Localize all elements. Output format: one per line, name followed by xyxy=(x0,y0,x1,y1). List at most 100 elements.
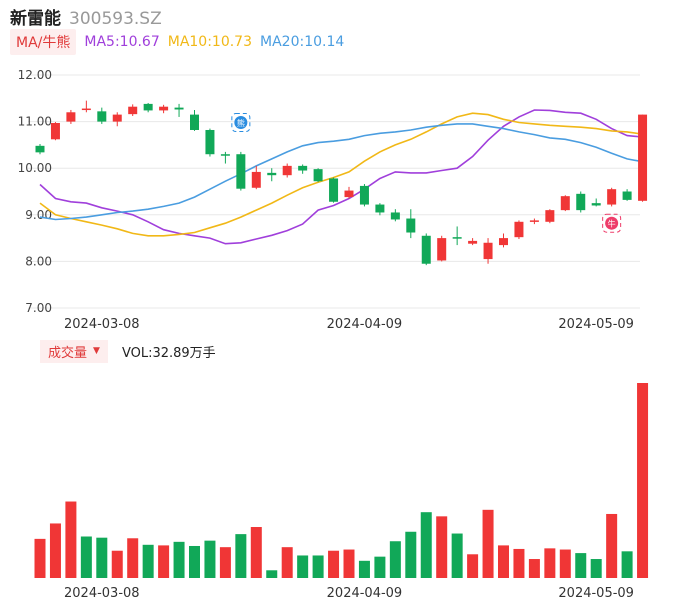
bull-icon[interactable]: 牛 xyxy=(602,213,622,233)
candle[interactable] xyxy=(220,151,230,164)
candle[interactable] xyxy=(483,238,493,264)
volume-bar[interactable] xyxy=(250,527,262,578)
volume-bar[interactable] xyxy=(467,554,479,578)
candle[interactable] xyxy=(499,233,508,248)
volume-bar[interactable] xyxy=(111,550,123,578)
volume-bar[interactable] xyxy=(498,545,509,578)
candle[interactable] xyxy=(468,238,478,246)
candle[interactable] xyxy=(128,104,138,117)
candle-body xyxy=(359,185,369,205)
volume-bar[interactable] xyxy=(80,536,92,578)
volume-bar[interactable] xyxy=(606,513,618,578)
date-tick-label: 2024-04-09 xyxy=(327,586,403,601)
candle[interactable] xyxy=(390,209,400,222)
candle[interactable] xyxy=(267,168,277,182)
candle-body xyxy=(545,210,555,222)
volume-bar[interactable] xyxy=(482,509,494,578)
volume-bar[interactable] xyxy=(158,545,170,578)
volume-bar[interactable] xyxy=(405,531,417,578)
candle[interactable] xyxy=(236,151,246,191)
candle-body xyxy=(174,107,184,110)
candle[interactable] xyxy=(251,165,261,190)
volume-bar[interactable] xyxy=(235,534,247,578)
candle-body xyxy=(81,108,91,111)
volume-bar[interactable] xyxy=(204,540,216,578)
candle-body xyxy=(128,106,138,115)
volume-bar[interactable] xyxy=(65,501,77,578)
volume-bar[interactable] xyxy=(513,548,525,578)
volume-bar[interactable] xyxy=(96,537,108,578)
candle[interactable] xyxy=(143,102,153,113)
volume-bars xyxy=(34,383,649,578)
volume-indicator-selector[interactable]: 成交量 ▼ xyxy=(40,339,108,363)
volume-bar[interactable] xyxy=(281,547,293,578)
volume-bar[interactable] xyxy=(266,570,278,578)
volume-bar[interactable] xyxy=(34,538,46,578)
price-tick-label: 10.00 xyxy=(18,161,52,175)
volume-bar[interactable] xyxy=(389,541,401,578)
volume-bar[interactable] xyxy=(297,555,309,578)
candle[interactable] xyxy=(437,235,447,262)
candle[interactable] xyxy=(359,184,369,207)
volume-bar[interactable] xyxy=(528,559,540,578)
candle[interactable] xyxy=(622,189,632,201)
candle[interactable] xyxy=(282,163,292,178)
volume-bar[interactable] xyxy=(328,550,340,578)
volume-bar[interactable] xyxy=(621,551,633,578)
candle[interactable] xyxy=(607,187,617,207)
candle[interactable] xyxy=(560,195,570,212)
volume-bar[interactable] xyxy=(575,553,587,578)
volume-bar[interactable] xyxy=(49,523,61,578)
candle[interactable] xyxy=(205,128,215,157)
volume-bar[interactable] xyxy=(436,516,448,578)
date-tick-label: 2024-05-09 xyxy=(558,586,634,601)
bear-icon-badge xyxy=(234,116,248,130)
candle[interactable] xyxy=(190,109,199,131)
candle[interactable] xyxy=(174,103,184,117)
volume-bar[interactable] xyxy=(219,547,231,578)
candle[interactable] xyxy=(112,112,122,127)
volume-bar[interactable] xyxy=(544,548,556,578)
volume-bar[interactable] xyxy=(637,383,649,578)
candle[interactable] xyxy=(159,104,169,114)
candle[interactable] xyxy=(638,114,648,202)
candle[interactable] xyxy=(50,122,60,141)
volume-bar[interactable] xyxy=(127,538,139,578)
candle[interactable] xyxy=(81,100,91,113)
candle[interactable] xyxy=(313,168,323,183)
candle[interactable] xyxy=(35,143,45,155)
candle[interactable] xyxy=(545,209,555,224)
candle[interactable] xyxy=(406,209,416,239)
volume-bar[interactable] xyxy=(451,533,463,578)
candle[interactable] xyxy=(329,177,339,203)
volume-legend: 成交量 ▼ VOL:32.89万手 xyxy=(40,339,216,363)
stock-header: 新雷能 300593.SZ xyxy=(10,4,162,29)
candle[interactable] xyxy=(375,203,385,216)
candle-body xyxy=(282,165,292,176)
volume-bar[interactable] xyxy=(420,512,432,578)
candle-body xyxy=(591,203,601,206)
volume-bar[interactable] xyxy=(343,549,355,578)
candle[interactable] xyxy=(298,164,308,174)
candle[interactable] xyxy=(344,186,354,199)
candle[interactable] xyxy=(576,191,586,213)
ma-indicator-selector[interactable]: MA/牛熊 xyxy=(10,29,77,55)
volume-bar[interactable] xyxy=(312,555,324,578)
volume-bar[interactable] xyxy=(559,549,571,578)
candle[interactable] xyxy=(452,226,462,246)
bear-icon[interactable]: 熊 xyxy=(231,113,251,133)
volume-bar[interactable] xyxy=(189,545,200,578)
volume-bar[interactable] xyxy=(374,556,386,578)
candle[interactable] xyxy=(514,220,524,240)
ma10-legend: MA10:10.73 xyxy=(167,34,253,50)
volume-bar[interactable] xyxy=(173,541,185,578)
candle[interactable] xyxy=(529,218,539,225)
candle[interactable] xyxy=(97,107,107,124)
volume-bar[interactable] xyxy=(142,544,154,578)
volume-bar[interactable] xyxy=(590,559,602,578)
candle[interactable] xyxy=(591,198,601,207)
volume-bar[interactable] xyxy=(358,560,370,578)
candle[interactable] xyxy=(66,109,76,124)
candle[interactable] xyxy=(421,233,431,266)
candle-body xyxy=(97,111,107,122)
